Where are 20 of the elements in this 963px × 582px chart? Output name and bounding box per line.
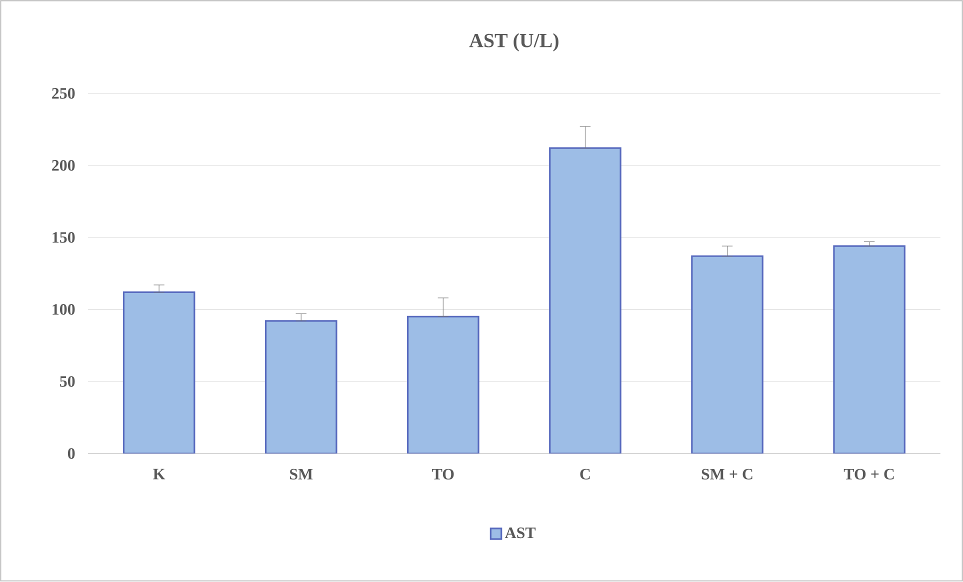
x-tick-label: SM + C (702, 469, 752, 480)
x-tick-label: TO + C (844, 469, 894, 480)
y-tick-label: 0 (68, 448, 75, 460)
y-tick-label: 50 (60, 376, 75, 388)
y-tick-label: 150 (52, 232, 75, 244)
legend-label: AST (504, 528, 536, 538)
x-tick-label: K (153, 469, 166, 480)
y-tick-label: 100 (52, 304, 75, 316)
bar (833, 245, 906, 454)
bar (407, 316, 480, 454)
bar (122, 292, 196, 454)
chart-title: AST (U/L) (469, 34, 558, 52)
x-tick-label: TO (432, 469, 454, 480)
y-tick-label: 200 (52, 160, 75, 171)
bar (691, 256, 764, 454)
bar (264, 320, 338, 454)
x-tick-label: SM (290, 469, 313, 480)
y-tick-label: 250 (52, 88, 75, 99)
bar (549, 148, 622, 454)
x-tick-label: C (580, 469, 590, 480)
